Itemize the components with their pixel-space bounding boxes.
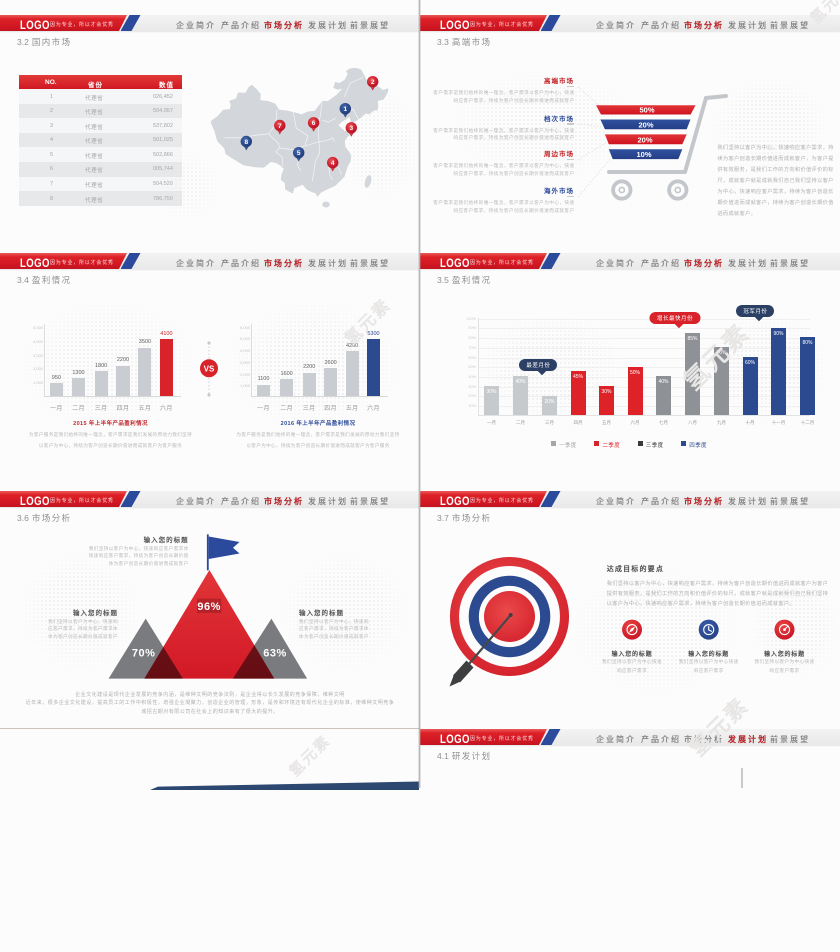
svg-text:1: 1 (343, 106, 347, 113)
svg-text:2: 2 (371, 79, 375, 86)
svg-text:6: 6 (312, 120, 316, 127)
svg-text:3: 3 (349, 125, 353, 132)
svg-text:5: 5 (297, 150, 301, 157)
svg-text:63%: 63% (263, 647, 287, 659)
svg-text:20%: 20% (637, 135, 652, 144)
svg-text:7: 7 (278, 123, 282, 130)
svg-text:VS: VS (204, 364, 215, 373)
svg-text:10%: 10% (636, 150, 651, 159)
svg-text:50%: 50% (639, 106, 654, 115)
svg-text:20%: 20% (638, 120, 653, 129)
svg-text:4: 4 (331, 160, 335, 167)
svg-text:96%: 96% (197, 601, 221, 613)
svg-text:70%: 70% (132, 647, 156, 659)
svg-text:8: 8 (244, 139, 248, 146)
